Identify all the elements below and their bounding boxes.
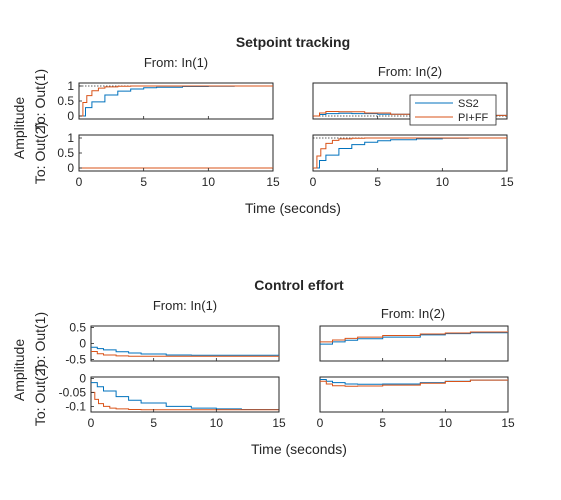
- x-tick-label: 10: [210, 416, 224, 430]
- from-label-in2: From: In(2): [378, 64, 442, 79]
- x-tick-label: 0: [76, 175, 83, 189]
- series-line-piff: [79, 85, 273, 117]
- y-tick-label: 1: [67, 131, 74, 145]
- legend-entry-piff: PI+FF: [458, 112, 489, 124]
- series-line-ss2: [91, 346, 279, 356]
- to-label-out2: To: Out(2): [32, 364, 48, 426]
- x-tick-label: 5: [374, 175, 381, 189]
- y-tick-label: 0.5: [57, 146, 74, 160]
- y-tick-label: 0: [79, 337, 86, 351]
- subplot-r1-c1: 0 5 10 15: [310, 134, 514, 189]
- subplot-r0-c0: 0.5 0-0.5: [65, 321, 280, 366]
- y-tick-label: 0.5: [69, 321, 86, 335]
- x-tick-label: 5: [140, 175, 147, 189]
- x-tick-label: 10: [439, 416, 453, 430]
- subplot-r0-c0: 10.50: [57, 79, 274, 123]
- subplot-frame: [319, 325, 509, 362]
- x-tick-label: 15: [501, 416, 515, 430]
- series-line-piff: [91, 351, 279, 357]
- y-tick-label: 0.5: [57, 94, 74, 108]
- control-effort-plots: 0.50-0.50-0.05-0.10 5 10 15 0 5 10 15: [59, 321, 515, 430]
- x-axis-label: Time (seconds): [251, 441, 347, 457]
- x-tick-label: 0: [88, 416, 95, 430]
- x-tick-label: 0: [317, 416, 324, 430]
- x-axis-label: Time (seconds): [245, 200, 341, 216]
- x-tick-label: 5: [150, 416, 157, 430]
- y-tick-label: 1: [67, 79, 74, 93]
- y-tick-label: -0.05: [59, 385, 87, 399]
- control-effort-figure: Control effort From: In(1) From: In(2) A…: [11, 277, 515, 457]
- from-label-in1: From: In(1): [153, 298, 217, 313]
- subplot-r0-c1: [319, 325, 509, 362]
- from-label-in2: From: In(2): [381, 306, 445, 321]
- legend-box: [409, 94, 497, 126]
- x-tick-label: 15: [266, 175, 280, 189]
- y-axis-label: Amplitude: [11, 339, 27, 401]
- series-line-piff: [313, 137, 507, 169]
- x-tick-label: 10: [436, 175, 450, 189]
- y-tick-label: 0: [67, 109, 74, 123]
- y-tick-label: -0.1: [65, 399, 86, 413]
- subplot-r1-c0: 0-0.05-0.10 5 10 15: [59, 371, 286, 430]
- setpoint-tracking-figure: Setpoint tracking From: In(1) From: In(2…: [11, 34, 514, 216]
- to-label-out2: To: Out(2): [32, 122, 48, 184]
- legend: SS2 PI+FF: [409, 94, 497, 126]
- series-line-ss2: [313, 137, 507, 169]
- chart-title: Setpoint tracking: [236, 34, 350, 50]
- subplot-frame: [319, 376, 509, 413]
- x-tick-label: 0: [310, 175, 317, 189]
- series-line-ss2: [91, 382, 279, 410]
- series-line-piff: [91, 391, 279, 411]
- x-tick-label: 15: [500, 175, 514, 189]
- to-label-out1: To: Out(1): [32, 69, 48, 131]
- subplot-frame: [312, 134, 508, 172]
- y-tick-label: 0: [67, 161, 74, 175]
- from-label-in1: From: In(1): [144, 55, 208, 70]
- chart-title: Control effort: [254, 277, 344, 293]
- x-tick-label: 10: [202, 175, 216, 189]
- y-axis-label: Amplitude: [11, 97, 27, 159]
- series-line-piff: [320, 331, 508, 343]
- y-tick-label: 0: [79, 371, 86, 385]
- y-tick-label: -0.5: [65, 352, 86, 366]
- subplot-frame: [78, 82, 274, 120]
- subplot-frame: [78, 134, 274, 172]
- to-label-out1: To: Out(1): [32, 312, 48, 374]
- x-tick-label: 15: [272, 416, 286, 430]
- subplot-r1-c0: 10.500 5 10 15: [57, 131, 280, 189]
- series-line-piff: [320, 379, 508, 387]
- legend-entry-ss2: SS2: [458, 98, 479, 110]
- x-tick-label: 5: [379, 416, 386, 430]
- subplot-r1-c1: 0 5 10 15: [317, 376, 515, 430]
